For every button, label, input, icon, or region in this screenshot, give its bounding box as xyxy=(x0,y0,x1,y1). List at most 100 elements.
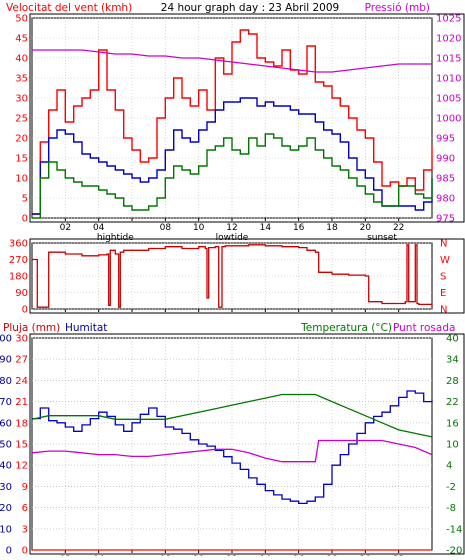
pressure-right-tick-label: 980 xyxy=(436,194,455,205)
rain-left-tick-label: 27 xyxy=(15,355,28,366)
direction-left-tick-label: 360 xyxy=(9,239,28,250)
temperature-right-tick-label: 40 xyxy=(446,334,459,345)
rain-left-tick-label: 12 xyxy=(15,461,28,472)
pressure-right-tick-label: 995 xyxy=(436,134,455,145)
rain-left-tick-label: 6 xyxy=(22,503,28,514)
pressure-right-tick-label: 1000 xyxy=(436,114,461,125)
temperature-right-tick-label: -14 xyxy=(446,524,462,535)
direction-series-line-0 xyxy=(32,244,433,308)
rain-left-tick-label: 15 xyxy=(15,440,28,451)
pressure-axis-title: Pressió (mb) xyxy=(365,2,430,14)
temperature-right-tick-label: 16 xyxy=(446,418,459,429)
wind-left-tick-label: 10 xyxy=(15,174,28,185)
rain-axis-title: Pluja (mm) xyxy=(3,322,60,334)
temperature-panel-labels: Pluja (mm) Humitat Temperatura (°C) Punt… xyxy=(3,322,455,334)
rain-left-tick-label: 3 xyxy=(22,524,28,535)
wind-x-tick-label: 02 xyxy=(60,223,71,233)
wind-x-tick-label: 04 xyxy=(93,223,105,233)
direction-left-tick-label: 270 xyxy=(9,255,28,266)
temperature-panel-series xyxy=(31,390,433,551)
temperature-right-tick-label: 10 xyxy=(446,440,459,451)
temperature-axis-title: Temperatura (°C) xyxy=(300,322,392,334)
pressure-right-tick-label: 975 xyxy=(436,214,455,225)
pressure-right-tick-label: 1025 xyxy=(436,14,461,25)
wind-panel-grid: 02 04 08 10 12 14 16 18 20 22 hightide lowtide sunse… xyxy=(15,14,461,244)
wind-chart-title: 24 hour graph day : 23 Abril 2009 xyxy=(161,2,339,14)
humidity-left-tick-label: 30 xyxy=(0,482,12,493)
wind-tide-annotation: hightide xyxy=(97,233,134,243)
wind-series-line-3 xyxy=(32,49,432,73)
humidity-left-tick-label: 20 xyxy=(0,503,12,514)
humidity-axis-title: Humitat xyxy=(65,322,107,334)
wind-tide-annotation: lowtide xyxy=(216,233,249,243)
wind-series-line-2 xyxy=(32,133,433,219)
humidity-left-tick-label: 60 xyxy=(0,418,12,429)
wind-x-tick-label: 18 xyxy=(326,223,338,233)
rain-left-tick-label: 21 xyxy=(15,397,28,408)
rain-left-tick-label: 24 xyxy=(15,376,28,387)
wind-left-tick-label: 20 xyxy=(15,134,28,145)
wind-left-tick-label: 25 xyxy=(15,114,28,125)
humidity-left-tick-label: 70 xyxy=(0,397,12,408)
humidity-left-tick-label: 10 xyxy=(0,524,12,535)
wind-series-line-0 xyxy=(32,29,433,215)
rain-left-tick-label: 30 xyxy=(15,334,28,345)
wind-left-tick-label: 5 xyxy=(22,194,28,205)
wind-left-tick-label: 30 xyxy=(15,94,28,105)
pressure-right-tick-label: 1020 xyxy=(436,34,461,45)
compass-right-tick-label: N xyxy=(440,305,447,316)
pressure-right-tick-label: 1015 xyxy=(436,54,461,65)
rain-left-tick-label: 18 xyxy=(15,418,28,429)
humidity-left-tick-label: 40 xyxy=(0,461,12,472)
temperature-series-line-2 xyxy=(31,439,433,463)
temperature-right-tick-label: 4 xyxy=(446,461,452,472)
temperature-panel-grid: 02040810121416182022hightidelowtidesunse… xyxy=(0,334,462,560)
wind-outer-frame xyxy=(29,13,465,223)
wind-x-tick-label: 20 xyxy=(360,223,372,233)
pressure-right-tick-label: 990 xyxy=(436,154,455,165)
wind-x-tick-label: 22 xyxy=(393,223,404,233)
humidity-left-tick-label: 90 xyxy=(0,355,12,366)
wind-tide-annotation: sunset xyxy=(367,233,397,243)
compass-right-tick-label: E xyxy=(440,288,446,299)
direction-outer-frame xyxy=(29,238,465,314)
compass-right-tick-label: S xyxy=(440,272,446,283)
pressure-right-tick-label: 1010 xyxy=(436,74,461,85)
compass-right-tick-label: W xyxy=(440,255,450,266)
dewpoint-axis-title: Punt rosada xyxy=(393,322,455,334)
wind-x-tick-label: 12 xyxy=(226,223,237,233)
rain-left-tick-label: 9 xyxy=(22,482,28,493)
temperature-right-tick-label: 22 xyxy=(446,397,459,408)
humidity-left-tick-label: 100 xyxy=(0,334,12,345)
humidity-left-tick-label: 0 xyxy=(6,546,12,557)
rain-left-tick-label: 0 xyxy=(22,546,28,557)
wind-x-tick-label: 14 xyxy=(260,223,272,233)
temperature-series-line-0 xyxy=(32,390,433,505)
wind-left-tick-label: 50 xyxy=(15,14,28,25)
wind-x-tick-label: 08 xyxy=(160,223,172,233)
wind-x-tick-label: 16 xyxy=(293,223,305,233)
temperature-right-tick-label: -8 xyxy=(446,503,456,514)
compass-right-tick-label: N xyxy=(440,239,447,250)
temperature-right-tick-label: 34 xyxy=(446,355,459,366)
wind-left-tick-label: 35 xyxy=(15,74,28,85)
wind-left-tick-label: 45 xyxy=(15,34,28,45)
temperature-right-tick-label: -2 xyxy=(446,482,456,493)
wind-panel-labels: Velocitat del vent (kmh) 24 hour graph d… xyxy=(6,2,430,14)
direction-left-tick-label: 180 xyxy=(9,272,28,283)
wind-x-tick-label: 10 xyxy=(193,223,205,233)
humidity-left-tick-label: 80 xyxy=(0,376,12,387)
pressure-right-tick-label: 985 xyxy=(436,174,455,185)
temperature-right-tick-label: 28 xyxy=(446,376,459,387)
wind-left-tick-label: 40 xyxy=(15,54,28,65)
temperature-outer-frame xyxy=(29,333,465,555)
direction-left-tick-label: 0 xyxy=(22,305,28,316)
pressure-right-tick-label: 1005 xyxy=(436,94,461,105)
wind-axis-title: Velocitat del vent (kmh) xyxy=(6,2,132,14)
wind-series-line-1 xyxy=(32,97,433,215)
wind-panel-series xyxy=(32,29,433,219)
humidity-left-tick-label: 50 xyxy=(0,440,12,451)
